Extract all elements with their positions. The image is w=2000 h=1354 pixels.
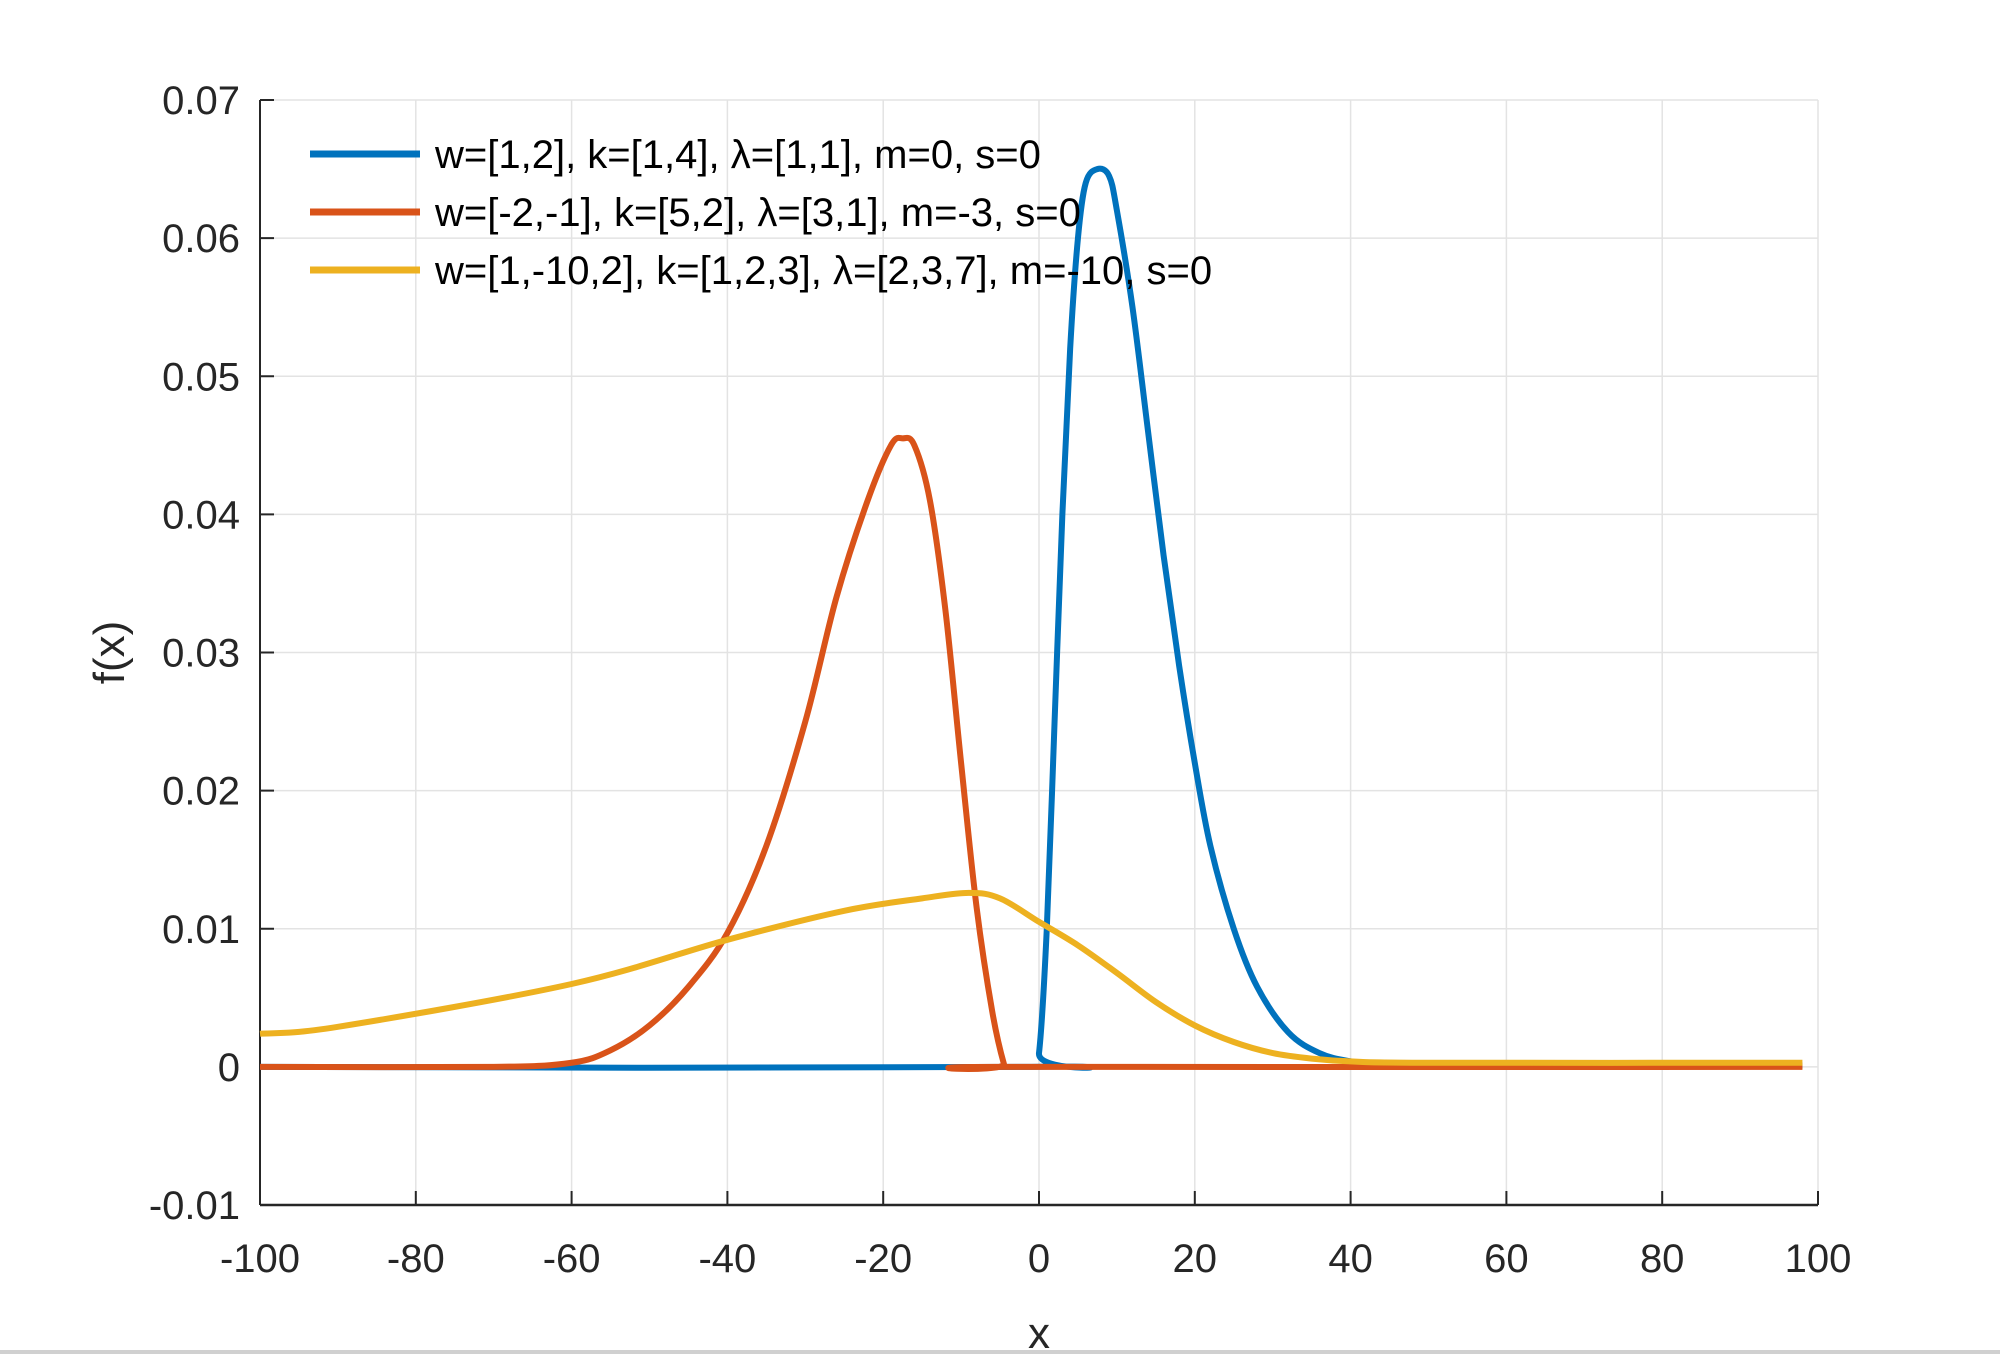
- x-tick-label: -100: [220, 1237, 300, 1281]
- y-tick-label: 0.01: [162, 908, 240, 952]
- y-tick-label: 0.06: [162, 217, 240, 261]
- y-tick-label: -0.01: [149, 1184, 240, 1228]
- x-tick-label: -20: [854, 1237, 912, 1281]
- y-tick-label: 0.03: [162, 632, 240, 676]
- series-line-3: [259, 889, 1803, 1066]
- x-tick-label: 0: [1028, 1237, 1050, 1281]
- series-line-2: [259, 434, 1803, 1072]
- y-tick-label: 0.07: [162, 79, 240, 123]
- series-line-1: [259, 165, 1803, 1071]
- x-tick-label: 60: [1484, 1237, 1529, 1281]
- x-tick-label: 80: [1640, 1237, 1685, 1281]
- x-tick-label: -80: [387, 1237, 445, 1281]
- legend-label-2: w=[-2,-1], k=[5,2], λ=[3,1], m=-3, s=0: [434, 191, 1081, 235]
- x-tick-label: -40: [698, 1237, 756, 1281]
- y-tick-label: 0.02: [162, 770, 240, 814]
- y-tick-label: 0.05: [162, 355, 240, 399]
- x-tick-label: -60: [543, 1237, 601, 1281]
- y-axis-label: f(x): [85, 621, 134, 685]
- window-bottom-edge: [0, 1350, 2000, 1354]
- y-tick-label: 0: [218, 1046, 240, 1090]
- legend-label-3: w=[1,-10,2], k=[1,2,3], λ=[2,3,7], m=-10…: [434, 249, 1212, 293]
- legend-label-1: w=[1,2], k=[1,4], λ=[1,1], m=0, s=0: [434, 133, 1041, 177]
- x-axis-label: x: [1028, 1309, 1050, 1354]
- x-tick-label: 100: [1785, 1237, 1852, 1281]
- x-tick-label: 40: [1328, 1237, 1373, 1281]
- y-tick-label: 0.04: [162, 493, 240, 537]
- x-tick-label: 20: [1173, 1237, 1218, 1281]
